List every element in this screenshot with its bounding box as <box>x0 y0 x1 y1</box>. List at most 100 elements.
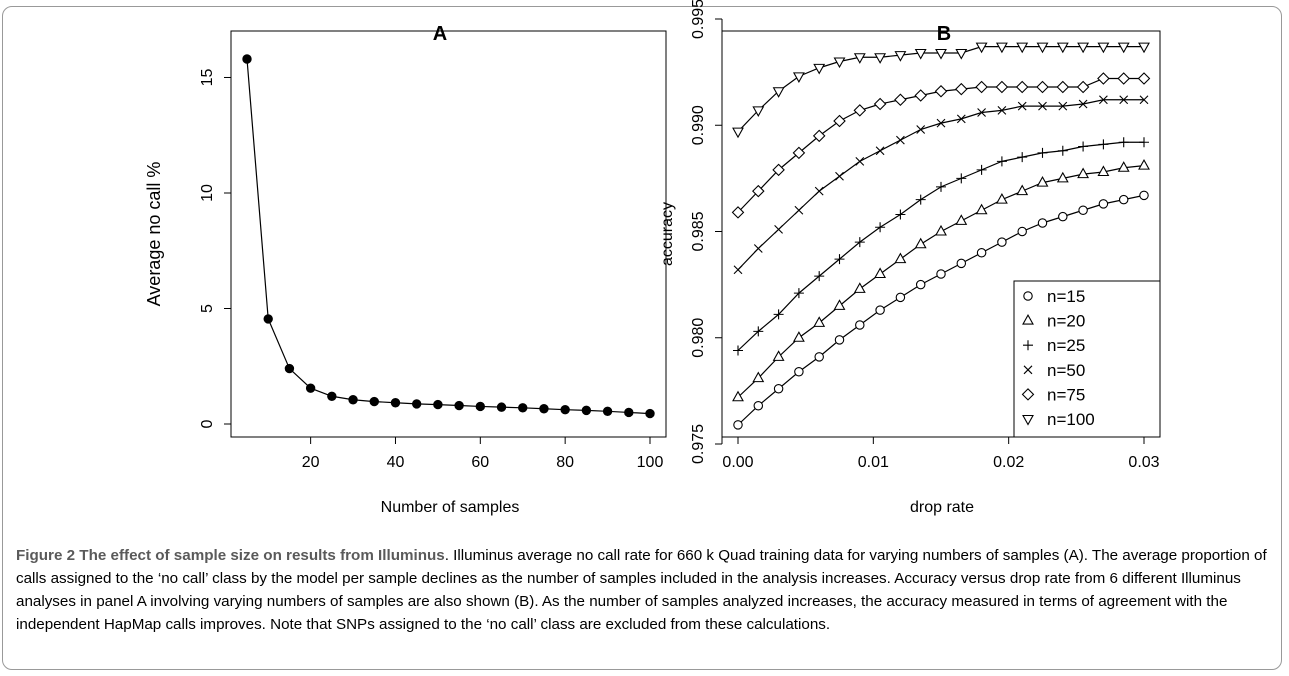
panel-b-series-n=25 <box>733 137 1149 356</box>
panel-b-point <box>1015 80 1029 94</box>
panel-b-point <box>896 135 905 145</box>
panel-b-series-n=75 <box>731 72 1151 219</box>
panel-b-point <box>1117 161 1130 172</box>
panel-a-point <box>369 396 379 407</box>
panel-b-point <box>733 420 743 430</box>
panel-b-point <box>731 206 745 219</box>
panel-b-point <box>1036 175 1049 187</box>
panel-b-point <box>995 192 1008 204</box>
panel-b-point <box>833 299 846 310</box>
panel-b-point <box>1037 218 1048 228</box>
panel-b-point <box>875 222 886 233</box>
panel-a-y-tick-label: 5 <box>199 304 216 313</box>
panel-b-legend: n=15 n=20 n=25 n=50 n=75 n=100 <box>1013 280 1161 438</box>
panel-a-plot-box <box>230 30 667 438</box>
panel-b-point <box>1076 80 1090 94</box>
panel-b-point <box>1058 101 1068 111</box>
panel-b-point <box>855 156 865 166</box>
panel-a-point <box>411 399 422 409</box>
panel-b-point <box>975 42 988 54</box>
panel-b-legend-label: n=20 <box>1047 312 1085 331</box>
panel-a-y-tick-label: 0 <box>199 419 216 428</box>
panel-a-point <box>390 398 401 408</box>
panel-b-point <box>956 173 967 184</box>
panel-b-point <box>794 366 804 377</box>
panel-b-point <box>1056 80 1070 94</box>
panel-a-chart: A Number of samples Average no call % 20… <box>144 23 667 516</box>
panel-b-point <box>793 288 804 299</box>
panel-b-x-tick-label: 0.00 <box>722 454 753 471</box>
panel-b-series-n=100 <box>732 42 1150 139</box>
panel-b-point <box>733 345 743 356</box>
panel-a-point <box>327 391 337 401</box>
panel-b-chart: B drop rate accuracy 0.00 0.01 0.02 0.03 0.… <box>659 0 1161 516</box>
panel-b-point <box>997 237 1007 247</box>
panel-b-point <box>853 282 866 293</box>
panel-b-point <box>1138 158 1150 170</box>
panel-b-point <box>753 244 763 253</box>
panel-b-point <box>813 63 826 75</box>
panel-b-point <box>874 53 887 64</box>
panel-b-y-tick-label: 0.975 <box>690 424 707 464</box>
panel-b-point <box>874 267 887 279</box>
panel-b-point <box>914 237 927 249</box>
panel-b-point <box>996 156 1007 167</box>
panel-b-point <box>814 271 825 282</box>
panel-b-point <box>976 164 987 175</box>
panel-b-point <box>834 335 845 345</box>
panel-b-point <box>853 104 867 117</box>
panel-b-point <box>955 48 968 60</box>
panel-b-point <box>752 371 765 383</box>
panel-b-point <box>792 331 805 342</box>
panel-b-series <box>731 42 1151 430</box>
panel-b-point <box>1117 72 1130 85</box>
panel-a-series <box>242 54 655 419</box>
panel-b-point <box>975 80 988 94</box>
panel-a-point <box>348 395 358 405</box>
panel-b-point <box>894 252 907 264</box>
panel-a-y-tick-label: 15 <box>199 68 216 86</box>
panel-b-point <box>934 84 948 98</box>
panel-b-point <box>955 214 968 225</box>
panel-b-point <box>833 57 846 69</box>
panel-b-legend-label: n=50 <box>1047 361 1085 380</box>
panel-a-point <box>645 408 655 419</box>
panel-b-point <box>935 224 947 236</box>
panel-b-point <box>1077 42 1090 54</box>
panel-a-x-ticks: 20 40 60 80 100 <box>302 436 663 471</box>
panel-b-point <box>772 350 785 361</box>
panel-b-y-ticks: 0.975 0.980 0.985 0.990 0.995 <box>690 0 723 464</box>
panel-b-point <box>812 129 826 143</box>
panel-b-point <box>914 48 927 60</box>
panel-b-point <box>1139 95 1149 105</box>
panel-a-point <box>433 399 443 410</box>
panel-b-legend-label: n=100 <box>1047 410 1095 429</box>
panel-a-point <box>581 405 592 416</box>
panel-b-point <box>772 87 785 98</box>
panel-b-point <box>1056 42 1069 54</box>
panel-b-y-tick-label: 0.995 <box>690 0 707 39</box>
panel-b-point <box>773 383 784 394</box>
panel-b-point <box>1139 190 1149 201</box>
panel-b-point <box>853 53 866 64</box>
panel-b-point <box>1038 101 1047 111</box>
panel-b-point <box>936 269 946 279</box>
panel-b-point <box>1078 205 1088 216</box>
panel-a-point <box>602 406 613 416</box>
panel-a-point <box>539 404 549 414</box>
panel-a-point <box>560 404 570 415</box>
panel-b-legend-marker <box>1022 414 1034 426</box>
panel-b-point <box>1058 211 1068 222</box>
panel-b-point <box>894 51 907 62</box>
panel-b-point <box>792 72 805 84</box>
panel-b-point <box>753 400 764 411</box>
panel-a-x-tick-label: 40 <box>387 454 405 471</box>
panel-b-x-axis-label: drop rate <box>910 499 974 516</box>
panel-b-series-n=20 <box>732 158 1150 402</box>
panel-b-point <box>1016 42 1029 54</box>
panel-b-point <box>1097 165 1110 177</box>
panel-b-point <box>772 163 785 177</box>
panel-b-point <box>1097 72 1110 85</box>
panel-b-point <box>895 209 906 220</box>
panel-b-x-tick-label: 0.02 <box>993 454 1024 471</box>
